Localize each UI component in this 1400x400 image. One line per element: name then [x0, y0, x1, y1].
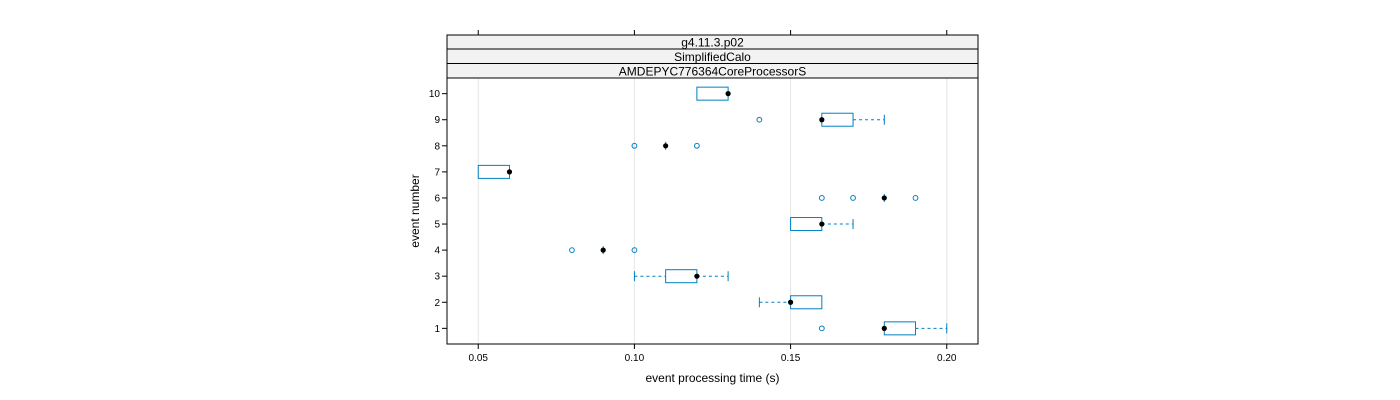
outlier-point [818, 195, 825, 201]
x-axis: 0.05 0.10 0.15 0.20 [469, 344, 957, 364]
panel-strips: g4.11.3.p02 SimplifiedCalo AMDEPYC776364… [446, 34, 979, 79]
box-event-2 [758, 295, 823, 310]
outlier-point [631, 247, 638, 254]
y-tick-label: 2 [434, 298, 440, 309]
strip-label-version: g4.11.3.p02 [681, 36, 744, 50]
box-event-8 [631, 141, 700, 150]
median-dot [663, 143, 669, 149]
plot-panel [447, 78, 978, 344]
y-axis: 1 2 3 4 5 6 7 8 9 10 [429, 89, 447, 335]
median-dot [694, 273, 700, 279]
x-tick-label: 0.10 [625, 353, 645, 364]
x-axis-title: event processing time (s) [645, 371, 779, 385]
box-event-4 [569, 246, 638, 255]
y-axis-title: event number [408, 174, 422, 247]
median-dot [881, 195, 887, 201]
median-dot [787, 299, 794, 305]
outlier-point [631, 142, 638, 149]
median-dot [725, 91, 731, 97]
x-tick-label: 0.20 [937, 353, 957, 364]
x-tick-label: 0.05 [469, 353, 489, 364]
outlier-point [756, 116, 763, 123]
outlier-point [912, 195, 919, 201]
y-tick-label: 9 [434, 115, 440, 126]
y-tick-label: 4 [434, 246, 440, 257]
y-tick-label: 10 [429, 89, 441, 100]
plot-frame [446, 77, 979, 345]
box-event-1 [818, 321, 948, 336]
y-tick-label: 7 [434, 167, 440, 178]
median-dot [600, 247, 606, 253]
gridlines [477, 78, 948, 344]
box-event-10 [696, 86, 731, 101]
y-tick-label: 8 [434, 141, 440, 152]
x-tick-label: 0.15 [781, 353, 801, 364]
strip-label-benchmark: SimplifiedCalo [674, 50, 751, 64]
top-tick-marks [477, 30, 948, 35]
outlier-point [569, 247, 575, 254]
data-marks [477, 86, 948, 336]
outlier-point [850, 195, 856, 201]
outlier-point [693, 142, 700, 149]
median-dot [506, 169, 513, 175]
box-event-3 [633, 269, 729, 284]
median-dot [881, 325, 887, 331]
box-event-9 [756, 112, 885, 127]
median-dot [819, 221, 825, 227]
box-event-6 [818, 193, 919, 202]
box-event-7 [477, 164, 513, 179]
box-event-5 [790, 217, 854, 232]
y-tick-label: 3 [434, 272, 440, 283]
median-dot [819, 117, 825, 123]
y-tick-label: 6 [434, 193, 440, 204]
y-tick-label: 5 [434, 220, 440, 231]
outlier-point [818, 325, 825, 332]
strip-label-cpu: AMDEPYC776364CoreProcessorS [619, 65, 806, 79]
y-tick-label: 1 [434, 324, 440, 335]
